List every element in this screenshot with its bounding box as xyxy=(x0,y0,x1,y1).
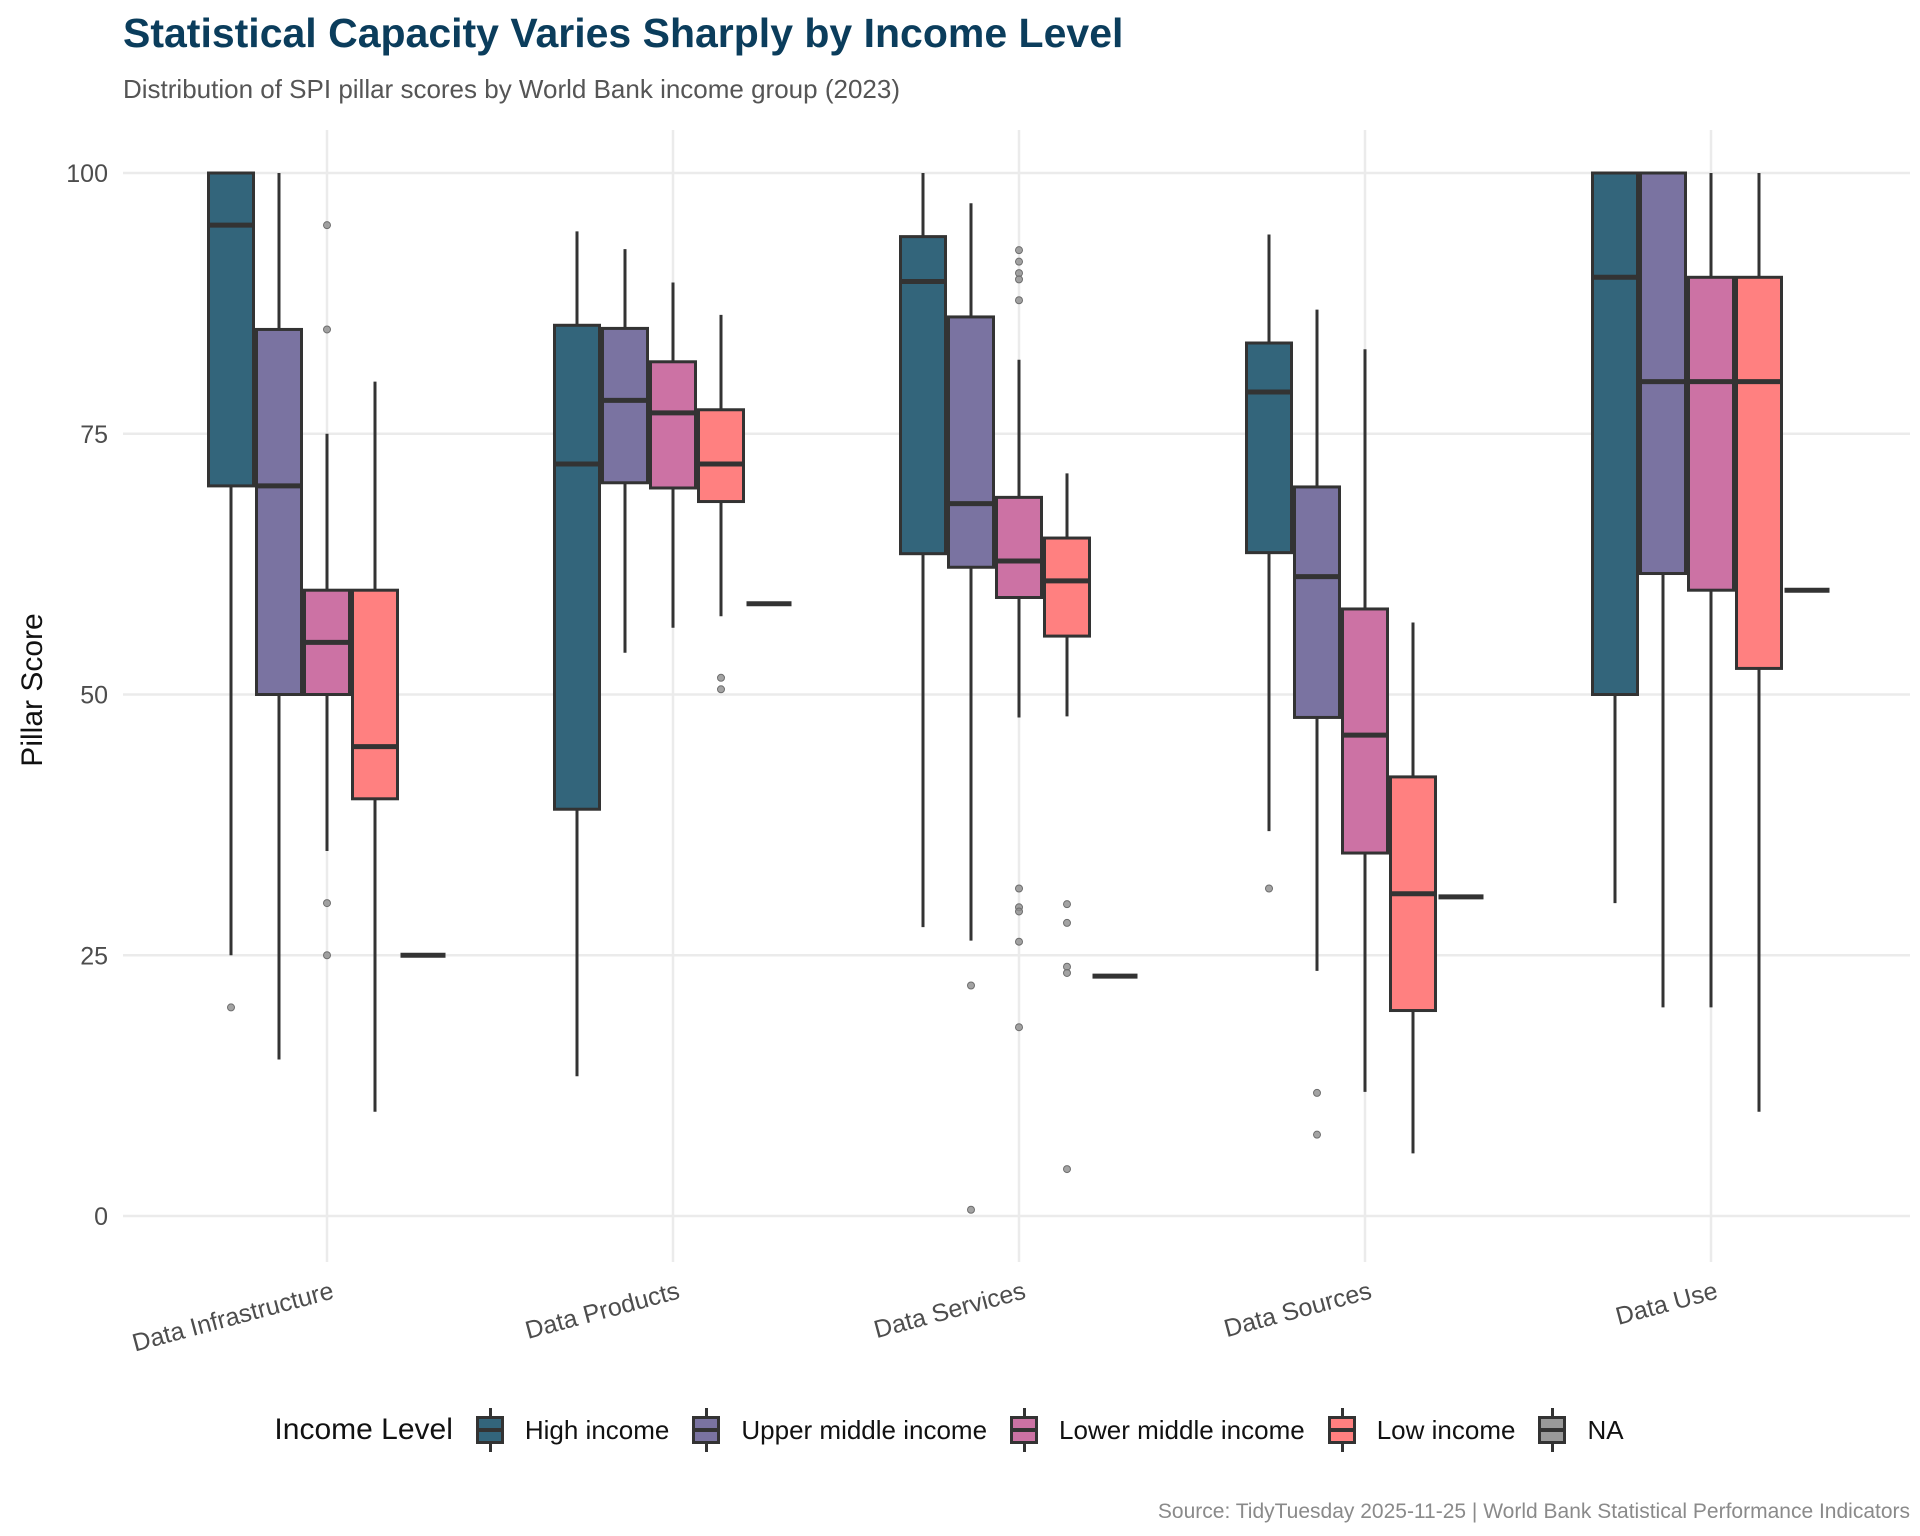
caption: Source: TidyTuesday 2025-11-25 | World B… xyxy=(1157,1500,1910,1523)
box-upper-middle-income xyxy=(601,249,649,653)
chart-subtitle: Distribution of SPI pillar scores by Wor… xyxy=(123,74,900,104)
outlier-point xyxy=(1063,918,1071,927)
iqr-box xyxy=(1043,536,1091,638)
y-tick-label: 100 xyxy=(66,160,108,188)
legend-key-icon xyxy=(1009,1408,1039,1452)
y-tick-label: 50 xyxy=(80,682,108,710)
outlier-point xyxy=(1015,907,1023,916)
outlier-point xyxy=(1063,968,1071,977)
iqr-box xyxy=(1245,341,1293,555)
outlier-point xyxy=(1015,937,1023,946)
iqr-box xyxy=(1735,275,1783,670)
iqr-box xyxy=(1341,607,1389,855)
outlier-point xyxy=(1063,900,1071,909)
box-high-income xyxy=(899,173,947,928)
outlier-point xyxy=(323,325,331,334)
outlier-point xyxy=(323,899,331,908)
x-axis-ticks: Data Infrastructure Data Products Data Ser… xyxy=(129,1277,1720,1358)
outlier-point xyxy=(967,981,975,990)
outlier-point xyxy=(1015,1023,1023,1032)
box-low-income xyxy=(1735,173,1783,1112)
outlier-point xyxy=(1265,884,1273,893)
y-tick-label: 75 xyxy=(80,421,108,449)
iqr-box xyxy=(601,326,649,485)
iqr-box xyxy=(1591,171,1639,696)
iqr-box xyxy=(899,235,947,556)
outlier-point xyxy=(1063,1165,1071,1174)
iqr-box xyxy=(1687,275,1735,592)
legend-key-icon xyxy=(691,1408,721,1452)
iqr-box xyxy=(995,495,1043,600)
x-tick-label: Data Sources xyxy=(1221,1277,1375,1343)
boxplot-chart: 0 25 50 75 100 Data Infrastructure Data Produ… xyxy=(16,130,1910,1358)
iqr-box xyxy=(697,408,745,504)
box-lower-middle-income xyxy=(649,282,697,628)
box-lower-middle-income xyxy=(995,246,1043,1032)
legend: Income Level High income Upper middle inc… xyxy=(0,1408,1920,1452)
x-tick-label: Data Use xyxy=(1613,1277,1721,1331)
legend-label: Low income xyxy=(1376,1414,1516,1445)
outlier-point xyxy=(1313,1088,1321,1097)
outlier-point xyxy=(227,1003,235,1012)
y-axis-label: Pillar Score xyxy=(16,613,49,766)
box-upper-middle-income xyxy=(1639,171,1687,1008)
legend-key-icon xyxy=(1537,1408,1567,1452)
iqr-box xyxy=(1293,485,1341,719)
outlier-point xyxy=(1313,1130,1321,1139)
box-high-income xyxy=(1591,171,1639,904)
box-upper-middle-income xyxy=(947,203,995,1214)
outlier-point xyxy=(1015,257,1023,266)
outlier-point xyxy=(717,673,725,682)
x-tick-label: Data Infrastructure xyxy=(129,1277,336,1358)
legend-label: Lower middle income xyxy=(1059,1414,1305,1445)
iqr-box xyxy=(1639,171,1687,576)
box-high-income xyxy=(553,231,601,1077)
outlier-point xyxy=(1015,246,1023,255)
legend-key-icon xyxy=(475,1408,505,1452)
box-high-income xyxy=(207,171,255,1012)
chart-title: Statistical Capacity Varies Sharply by I… xyxy=(123,10,1124,56)
legend-label: High income xyxy=(524,1414,670,1445)
box-low-income xyxy=(1389,622,1437,1154)
outlier-point xyxy=(1015,296,1023,305)
box-lower-middle-income xyxy=(1687,173,1735,1008)
outlier-point xyxy=(1015,884,1023,893)
x-tick-label: Data Services xyxy=(871,1277,1029,1344)
box-low-income xyxy=(351,381,399,1112)
box-upper-middle-income xyxy=(1293,309,1341,1139)
legend-item: Lower middle income xyxy=(1009,1408,1305,1452)
outlier-point xyxy=(323,951,331,960)
y-tick-label: 0 xyxy=(94,1203,108,1231)
legend-item: Upper middle income xyxy=(691,1408,987,1452)
legend-title: Income Level xyxy=(274,1413,453,1446)
iqr-box xyxy=(207,171,255,488)
box-lower-middle-income xyxy=(1341,349,1389,1092)
legend-item: NA xyxy=(1537,1408,1624,1452)
outlier-point xyxy=(967,1205,975,1214)
legend-label: NA xyxy=(1587,1414,1624,1445)
legend-label: Upper middle income xyxy=(741,1414,988,1445)
box-marks xyxy=(207,171,1830,1214)
box-lower-middle-income xyxy=(303,221,351,960)
outlier-point xyxy=(1015,275,1023,284)
iqr-box xyxy=(947,315,995,569)
box-low-income xyxy=(697,314,745,694)
y-axis-ticks: 0 25 50 75 100 xyxy=(66,160,108,1231)
iqr-box xyxy=(255,327,303,696)
box-low-income xyxy=(1043,473,1091,1174)
legend-item: Low income xyxy=(1327,1408,1516,1452)
iqr-box xyxy=(351,588,399,801)
outlier-point xyxy=(717,685,725,694)
legend-key-icon xyxy=(1327,1408,1357,1452)
iqr-box xyxy=(553,323,601,811)
iqr-box xyxy=(649,360,697,490)
box-upper-middle-income xyxy=(255,173,303,1060)
x-tick-label: Data Products xyxy=(522,1277,682,1345)
box-high-income xyxy=(1245,234,1293,893)
outlier-point xyxy=(323,221,331,230)
legend-item: High income xyxy=(475,1408,670,1452)
y-tick-label: 25 xyxy=(80,942,108,970)
